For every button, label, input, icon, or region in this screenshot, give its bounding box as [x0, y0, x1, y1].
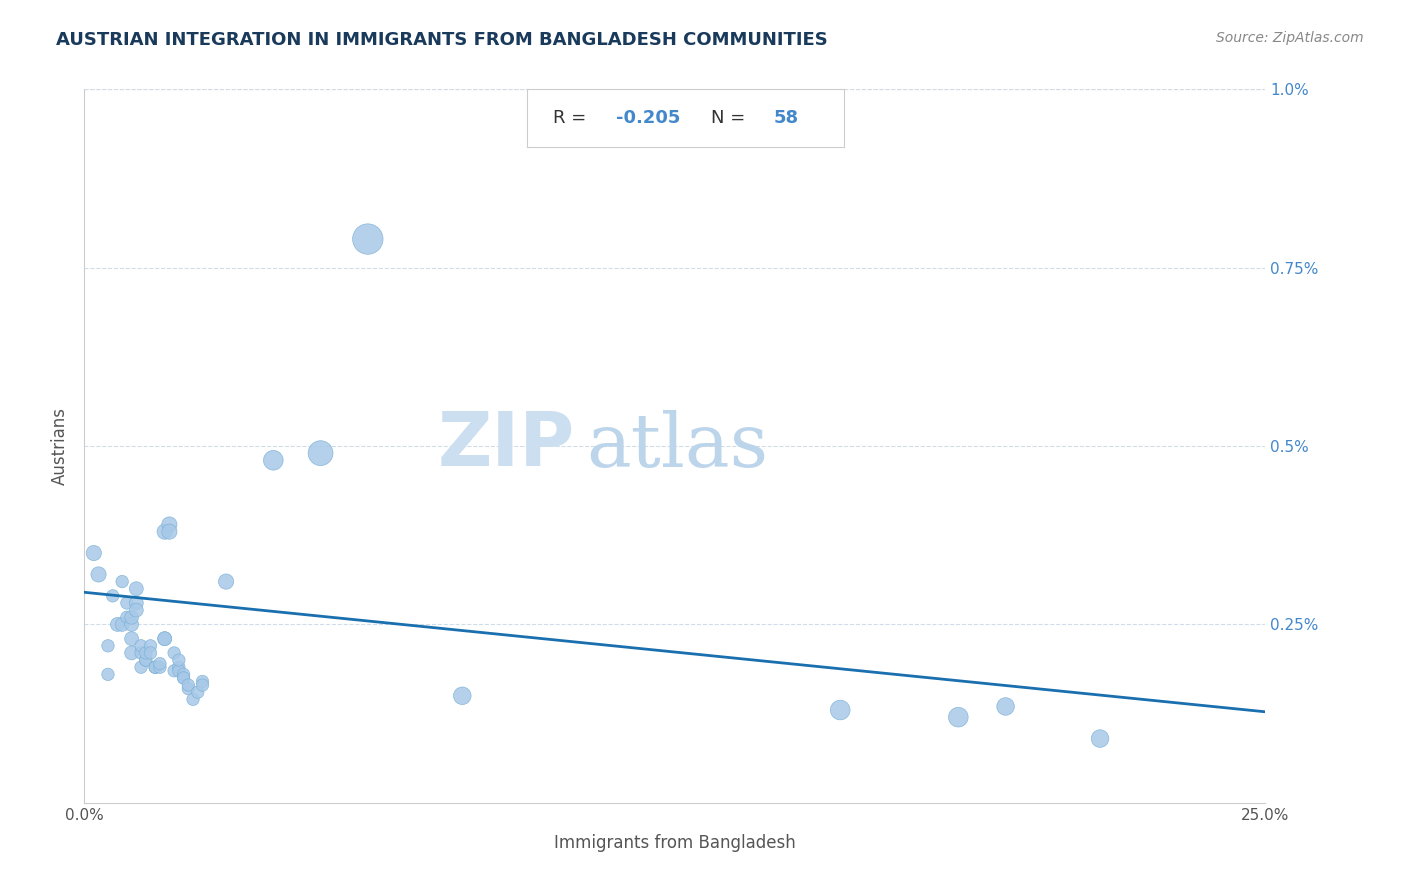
Point	[1088, 731, 1111, 746]
Point	[167, 653, 190, 667]
X-axis label: Immigrants from Bangladesh: Immigrants from Bangladesh	[554, 834, 796, 852]
Point	[121, 646, 143, 660]
Point	[357, 232, 380, 246]
Point	[149, 660, 172, 674]
Point	[129, 660, 152, 674]
Point	[191, 674, 214, 689]
Point	[173, 671, 195, 685]
Point	[135, 653, 157, 667]
Point	[153, 632, 176, 646]
Point	[187, 685, 209, 699]
Point	[173, 667, 195, 681]
Point	[167, 664, 190, 678]
Text: -0.205: -0.205	[616, 109, 681, 128]
Point	[87, 567, 110, 582]
Text: Source: ZipAtlas.com: Source: ZipAtlas.com	[1216, 31, 1364, 45]
Point	[97, 639, 120, 653]
Point	[135, 653, 157, 667]
Point	[153, 524, 176, 539]
Point	[121, 632, 143, 646]
Point	[181, 692, 204, 706]
Point	[149, 657, 172, 671]
Text: 58: 58	[775, 109, 799, 128]
Point	[177, 681, 200, 696]
Point	[157, 524, 180, 539]
Point	[97, 667, 120, 681]
Point	[143, 660, 166, 674]
Point	[262, 453, 284, 467]
Point	[191, 678, 214, 692]
Point	[215, 574, 238, 589]
Point	[135, 646, 157, 660]
Point	[153, 632, 176, 646]
Point	[121, 617, 143, 632]
Text: atlas: atlas	[586, 409, 769, 483]
Point	[125, 603, 148, 617]
Point	[115, 596, 138, 610]
Point	[111, 617, 134, 632]
Point	[125, 596, 148, 610]
Point	[163, 646, 186, 660]
Point	[143, 660, 166, 674]
Point	[125, 582, 148, 596]
Point	[451, 689, 474, 703]
Text: ZIP: ZIP	[437, 409, 575, 483]
Point	[167, 660, 190, 674]
Point	[139, 639, 162, 653]
Point	[83, 546, 105, 560]
Point	[994, 699, 1017, 714]
Point	[121, 610, 143, 624]
Point	[101, 589, 124, 603]
Y-axis label: Austrians: Austrians	[51, 407, 69, 485]
Point	[129, 646, 152, 660]
Point	[173, 671, 195, 685]
Point	[163, 664, 186, 678]
Text: AUSTRIAN INTEGRATION IN IMMIGRANTS FROM BANGLADESH COMMUNITIES: AUSTRIAN INTEGRATION IN IMMIGRANTS FROM …	[56, 31, 828, 49]
Point	[309, 446, 332, 460]
Point	[107, 617, 129, 632]
Point	[948, 710, 970, 724]
Point	[157, 517, 180, 532]
Point	[115, 610, 138, 624]
Point	[139, 646, 162, 660]
Point	[830, 703, 852, 717]
Point	[143, 660, 166, 674]
Point	[129, 639, 152, 653]
Point	[177, 678, 200, 692]
Point	[111, 574, 134, 589]
Text: N =: N =	[710, 109, 751, 128]
Text: R =: R =	[553, 109, 592, 128]
